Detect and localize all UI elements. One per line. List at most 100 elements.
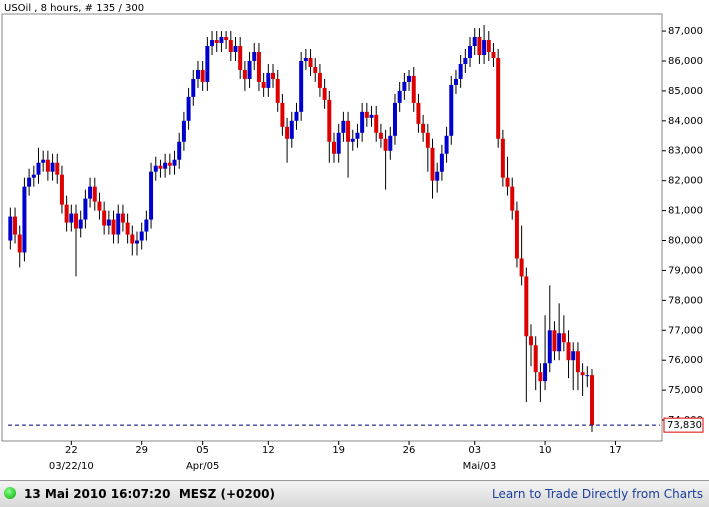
candle-body xyxy=(355,132,360,139)
candle-body xyxy=(336,132,341,154)
y-tick-label: 83,000 xyxy=(668,146,703,157)
candle-body xyxy=(195,69,200,79)
plot-frame xyxy=(1,13,663,442)
candle-body xyxy=(524,276,529,337)
candle-body xyxy=(275,78,280,103)
candle-body xyxy=(463,57,468,64)
candle-body xyxy=(411,75,416,103)
candle-body xyxy=(299,60,304,112)
candle-body xyxy=(449,84,454,136)
candle-body xyxy=(472,37,477,47)
chart-title: USOil , 8 hours, # 135 / 300 xyxy=(4,3,144,14)
candle-body xyxy=(308,57,313,67)
candle-body xyxy=(144,219,149,232)
candle-body xyxy=(181,120,186,142)
candle-body xyxy=(88,186,93,199)
candle-body xyxy=(557,333,562,352)
candle-body xyxy=(17,234,22,253)
candle-body xyxy=(294,111,299,121)
candle-body xyxy=(341,120,346,133)
y-tick-label: 80,000 xyxy=(668,236,703,247)
candle-body xyxy=(247,60,252,79)
candle-body xyxy=(280,102,285,127)
candle-body xyxy=(271,72,276,79)
candle-body xyxy=(120,213,125,223)
candle-body xyxy=(130,234,135,244)
candle-body xyxy=(139,231,144,241)
y-tick-label: 79,000 xyxy=(668,265,703,276)
candle-body xyxy=(313,66,318,73)
x-tick-label: 29 xyxy=(135,445,148,456)
x-tick-label: 22 xyxy=(65,445,78,456)
candle-body xyxy=(36,162,41,175)
candle-body xyxy=(27,177,32,187)
y-tick-label: 86,000 xyxy=(668,56,703,67)
x-tick-label: 10 xyxy=(539,445,552,456)
candle-body xyxy=(256,52,261,82)
candle-body xyxy=(421,123,426,133)
y-tick-label: 76,000 xyxy=(668,355,703,366)
y-tick-label: 87,000 xyxy=(668,26,703,37)
candle-body xyxy=(500,138,505,178)
candle-body xyxy=(111,219,116,235)
candle-body xyxy=(50,162,55,172)
candle-body xyxy=(496,57,501,139)
candle-body xyxy=(45,159,50,172)
promo-link[interactable]: Learn to Trade Directly from Charts xyxy=(491,487,703,501)
y-tick-label: 81,000 xyxy=(668,206,703,217)
y-tick-label: 85,000 xyxy=(668,86,703,97)
candle-body xyxy=(364,111,369,118)
candle-body xyxy=(285,126,290,139)
candle-body xyxy=(383,138,388,151)
candle-body xyxy=(392,102,397,136)
candle-body xyxy=(172,159,177,166)
candle-body xyxy=(580,372,585,376)
candle-body xyxy=(388,135,393,151)
candle-body xyxy=(228,40,233,53)
x-tick-label: 12 xyxy=(262,445,275,456)
x-date-label: Apr/05 xyxy=(186,461,219,472)
candle-body xyxy=(435,171,440,181)
candle-body xyxy=(571,351,576,361)
last-price-box xyxy=(663,417,704,433)
candle-body xyxy=(8,216,13,241)
candle-body xyxy=(134,240,139,244)
candle-body xyxy=(491,52,496,58)
last-price-label: 73,830 xyxy=(667,420,702,431)
candle-body xyxy=(561,333,566,343)
y-tick-label: 84,000 xyxy=(668,116,703,127)
candle-body xyxy=(191,78,196,97)
y-tick-label: 82,000 xyxy=(668,176,703,187)
candle-body xyxy=(233,46,238,53)
candle-body xyxy=(224,37,229,41)
x-date-label: Mai/03 xyxy=(463,461,497,472)
candle-body xyxy=(219,37,224,44)
candle-body xyxy=(453,78,458,85)
candle-body xyxy=(214,40,219,44)
candle-body xyxy=(430,147,435,181)
candle-body xyxy=(552,330,557,352)
x-tick-label: 17 xyxy=(609,445,622,456)
candle-body xyxy=(374,114,379,133)
candle-body xyxy=(510,186,515,211)
candle-body xyxy=(486,40,491,53)
candle-body xyxy=(444,135,449,154)
candle-body xyxy=(439,153,444,172)
candle-body xyxy=(589,375,594,426)
candle-body xyxy=(69,213,74,223)
candle-body xyxy=(468,46,473,58)
candle-body xyxy=(543,363,548,382)
candle-body xyxy=(261,81,266,88)
candle-body xyxy=(125,222,130,235)
candle-body xyxy=(529,336,534,346)
candle-body xyxy=(200,69,205,82)
candle-body xyxy=(360,111,365,133)
candle-body xyxy=(346,120,351,142)
status-icon xyxy=(4,487,16,499)
candle-body xyxy=(92,186,97,202)
y-tick-label: 75,000 xyxy=(668,385,703,396)
candle-body xyxy=(332,141,336,154)
candle-body xyxy=(416,102,421,124)
timezone: MESZ (+0200) xyxy=(178,487,275,501)
